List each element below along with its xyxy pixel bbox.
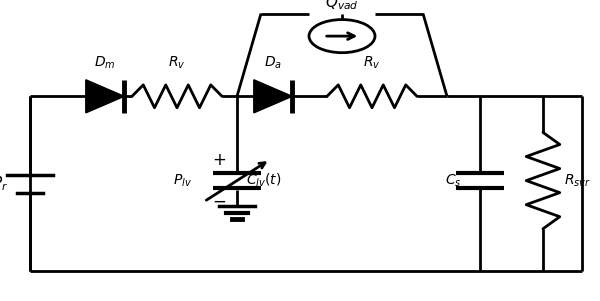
Text: +: + (212, 150, 226, 169)
Text: $-$: $-$ (212, 191, 226, 209)
Text: $C_{lv}(t)$: $C_{lv}(t)$ (246, 172, 281, 189)
Polygon shape (86, 80, 124, 113)
Text: $C_s$: $C_s$ (445, 172, 462, 189)
Text: $R_v$: $R_v$ (363, 54, 381, 71)
Text: $R_v$: $R_v$ (168, 54, 186, 71)
Polygon shape (254, 80, 292, 113)
Text: $P_{lv}$: $P_{lv}$ (173, 172, 192, 189)
Text: $Q_{vad}$: $Q_{vad}$ (325, 0, 359, 12)
Text: $P_r$: $P_r$ (0, 174, 8, 193)
Text: $D_m$: $D_m$ (94, 54, 116, 71)
Text: $D_a$: $D_a$ (264, 54, 282, 71)
Text: $R_{svr}$: $R_{svr}$ (564, 172, 591, 189)
